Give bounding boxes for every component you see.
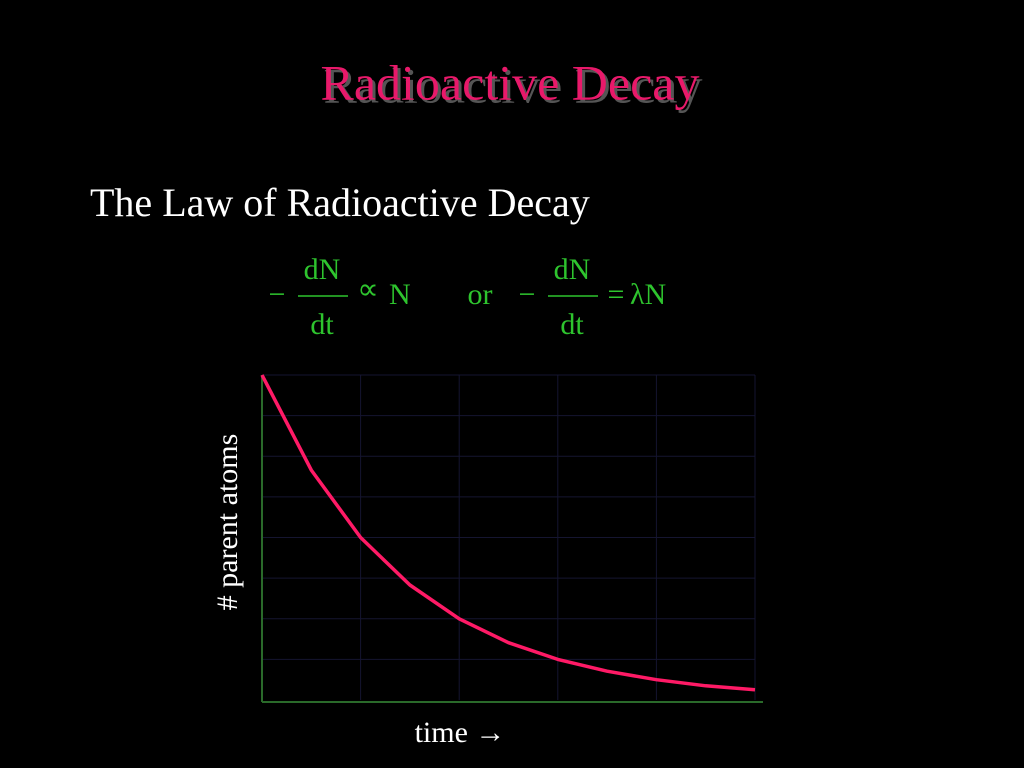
eq-relation: = — [608, 278, 625, 311]
decay-curve — [260, 374, 756, 692]
eq-denominator: dt — [560, 308, 584, 341]
eq-numerator: dN — [554, 253, 591, 286]
x-axis-label: time → — [415, 716, 506, 749]
eq-right: λN — [630, 278, 666, 311]
eq-numerator: dN — [304, 253, 341, 286]
chart: time → # parent atoms — [211, 374, 763, 749]
title: Radioactive Decay — [321, 54, 700, 110]
eq-relation: ∝ — [357, 273, 378, 306]
eq-denominator: dt — [310, 308, 334, 341]
eq-connector: or — [468, 278, 493, 311]
eq-sign: − — [269, 278, 286, 311]
y-axis-label: # parent atoms — [211, 434, 244, 611]
subtitle: The Law of Radioactive Decay — [90, 180, 590, 225]
eq-sign: − — [519, 278, 536, 311]
eq-right: N — [389, 278, 411, 311]
title-shadow: Radioactive Decay — [324, 57, 703, 113]
